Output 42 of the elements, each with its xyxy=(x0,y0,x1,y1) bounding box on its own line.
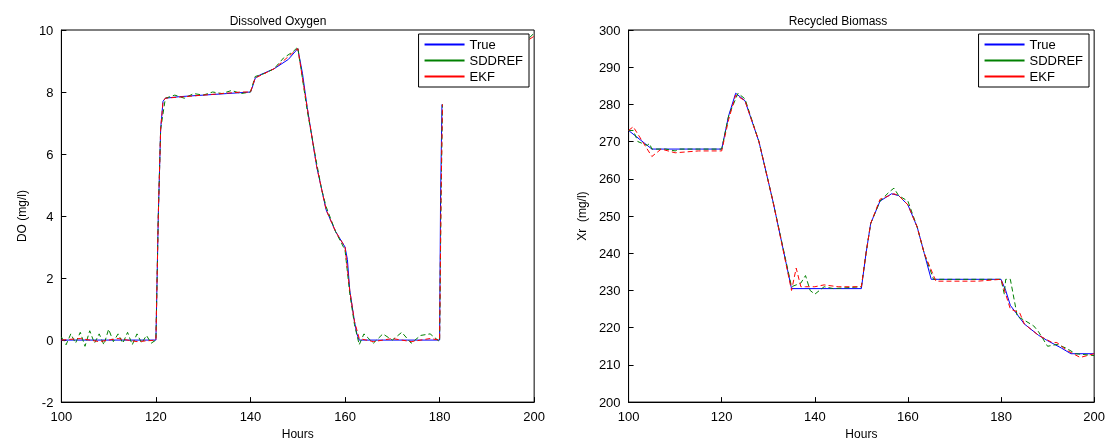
legend-label: SDDREF xyxy=(1029,53,1084,68)
x-tick-label: 200 xyxy=(523,409,546,425)
x-tick-label: 200 xyxy=(1083,409,1106,425)
y-tick-label: 260 xyxy=(598,171,621,187)
y-tick-label: 4 xyxy=(46,208,54,224)
y-tick-label: 210 xyxy=(598,357,621,373)
y-tick-label: 280 xyxy=(598,96,621,112)
x-tick-label: 160 xyxy=(897,409,919,425)
y-axis-title: DO (mg/l) xyxy=(15,190,29,243)
y-tick-label: -2 xyxy=(41,394,54,410)
x-axis-title: Hours xyxy=(281,427,314,441)
y-tick-label: 300 xyxy=(598,22,621,38)
x-tick-label: 140 xyxy=(803,409,826,425)
legend-label: True xyxy=(1029,37,1056,52)
y-tick-label: 6 xyxy=(46,146,54,162)
y-tick-label: 200 xyxy=(598,394,621,410)
x-tick-label: 160 xyxy=(334,409,356,425)
legend-label: SDDREF xyxy=(469,53,524,68)
x-tick-label: 180 xyxy=(990,409,1012,425)
y-tick-label: 240 xyxy=(598,245,621,261)
chart-title: Recycled Biomass xyxy=(788,14,888,28)
y-tick-label: 250 xyxy=(598,208,621,224)
y-tick-label: 290 xyxy=(598,59,621,75)
legend-label: EKF xyxy=(469,69,495,84)
y-tick-label: 220 xyxy=(598,320,621,336)
legend-label: EKF xyxy=(1029,69,1055,84)
x-tick-label: 100 xyxy=(617,409,640,425)
y-tick-label: 230 xyxy=(598,282,621,298)
y-axis-title: Xr (mg/l) xyxy=(575,191,589,241)
y-tick-label: 10 xyxy=(38,22,54,38)
y-tick-label: 8 xyxy=(46,84,54,100)
x-tick-label: 100 xyxy=(50,409,73,425)
chart-title: Dissolved Oxygen xyxy=(229,14,327,28)
legend-label: True xyxy=(469,37,496,52)
y-tick-label: 270 xyxy=(598,134,621,150)
y-tick-label: 2 xyxy=(46,270,54,286)
x-tick-label: 120 xyxy=(710,409,733,425)
x-tick-label: 120 xyxy=(145,409,167,425)
x-tick-label: 180 xyxy=(428,409,451,425)
x-axis-title: Hours xyxy=(845,427,878,441)
x-tick-label: 140 xyxy=(239,409,262,425)
y-tick-label: 0 xyxy=(46,332,54,348)
